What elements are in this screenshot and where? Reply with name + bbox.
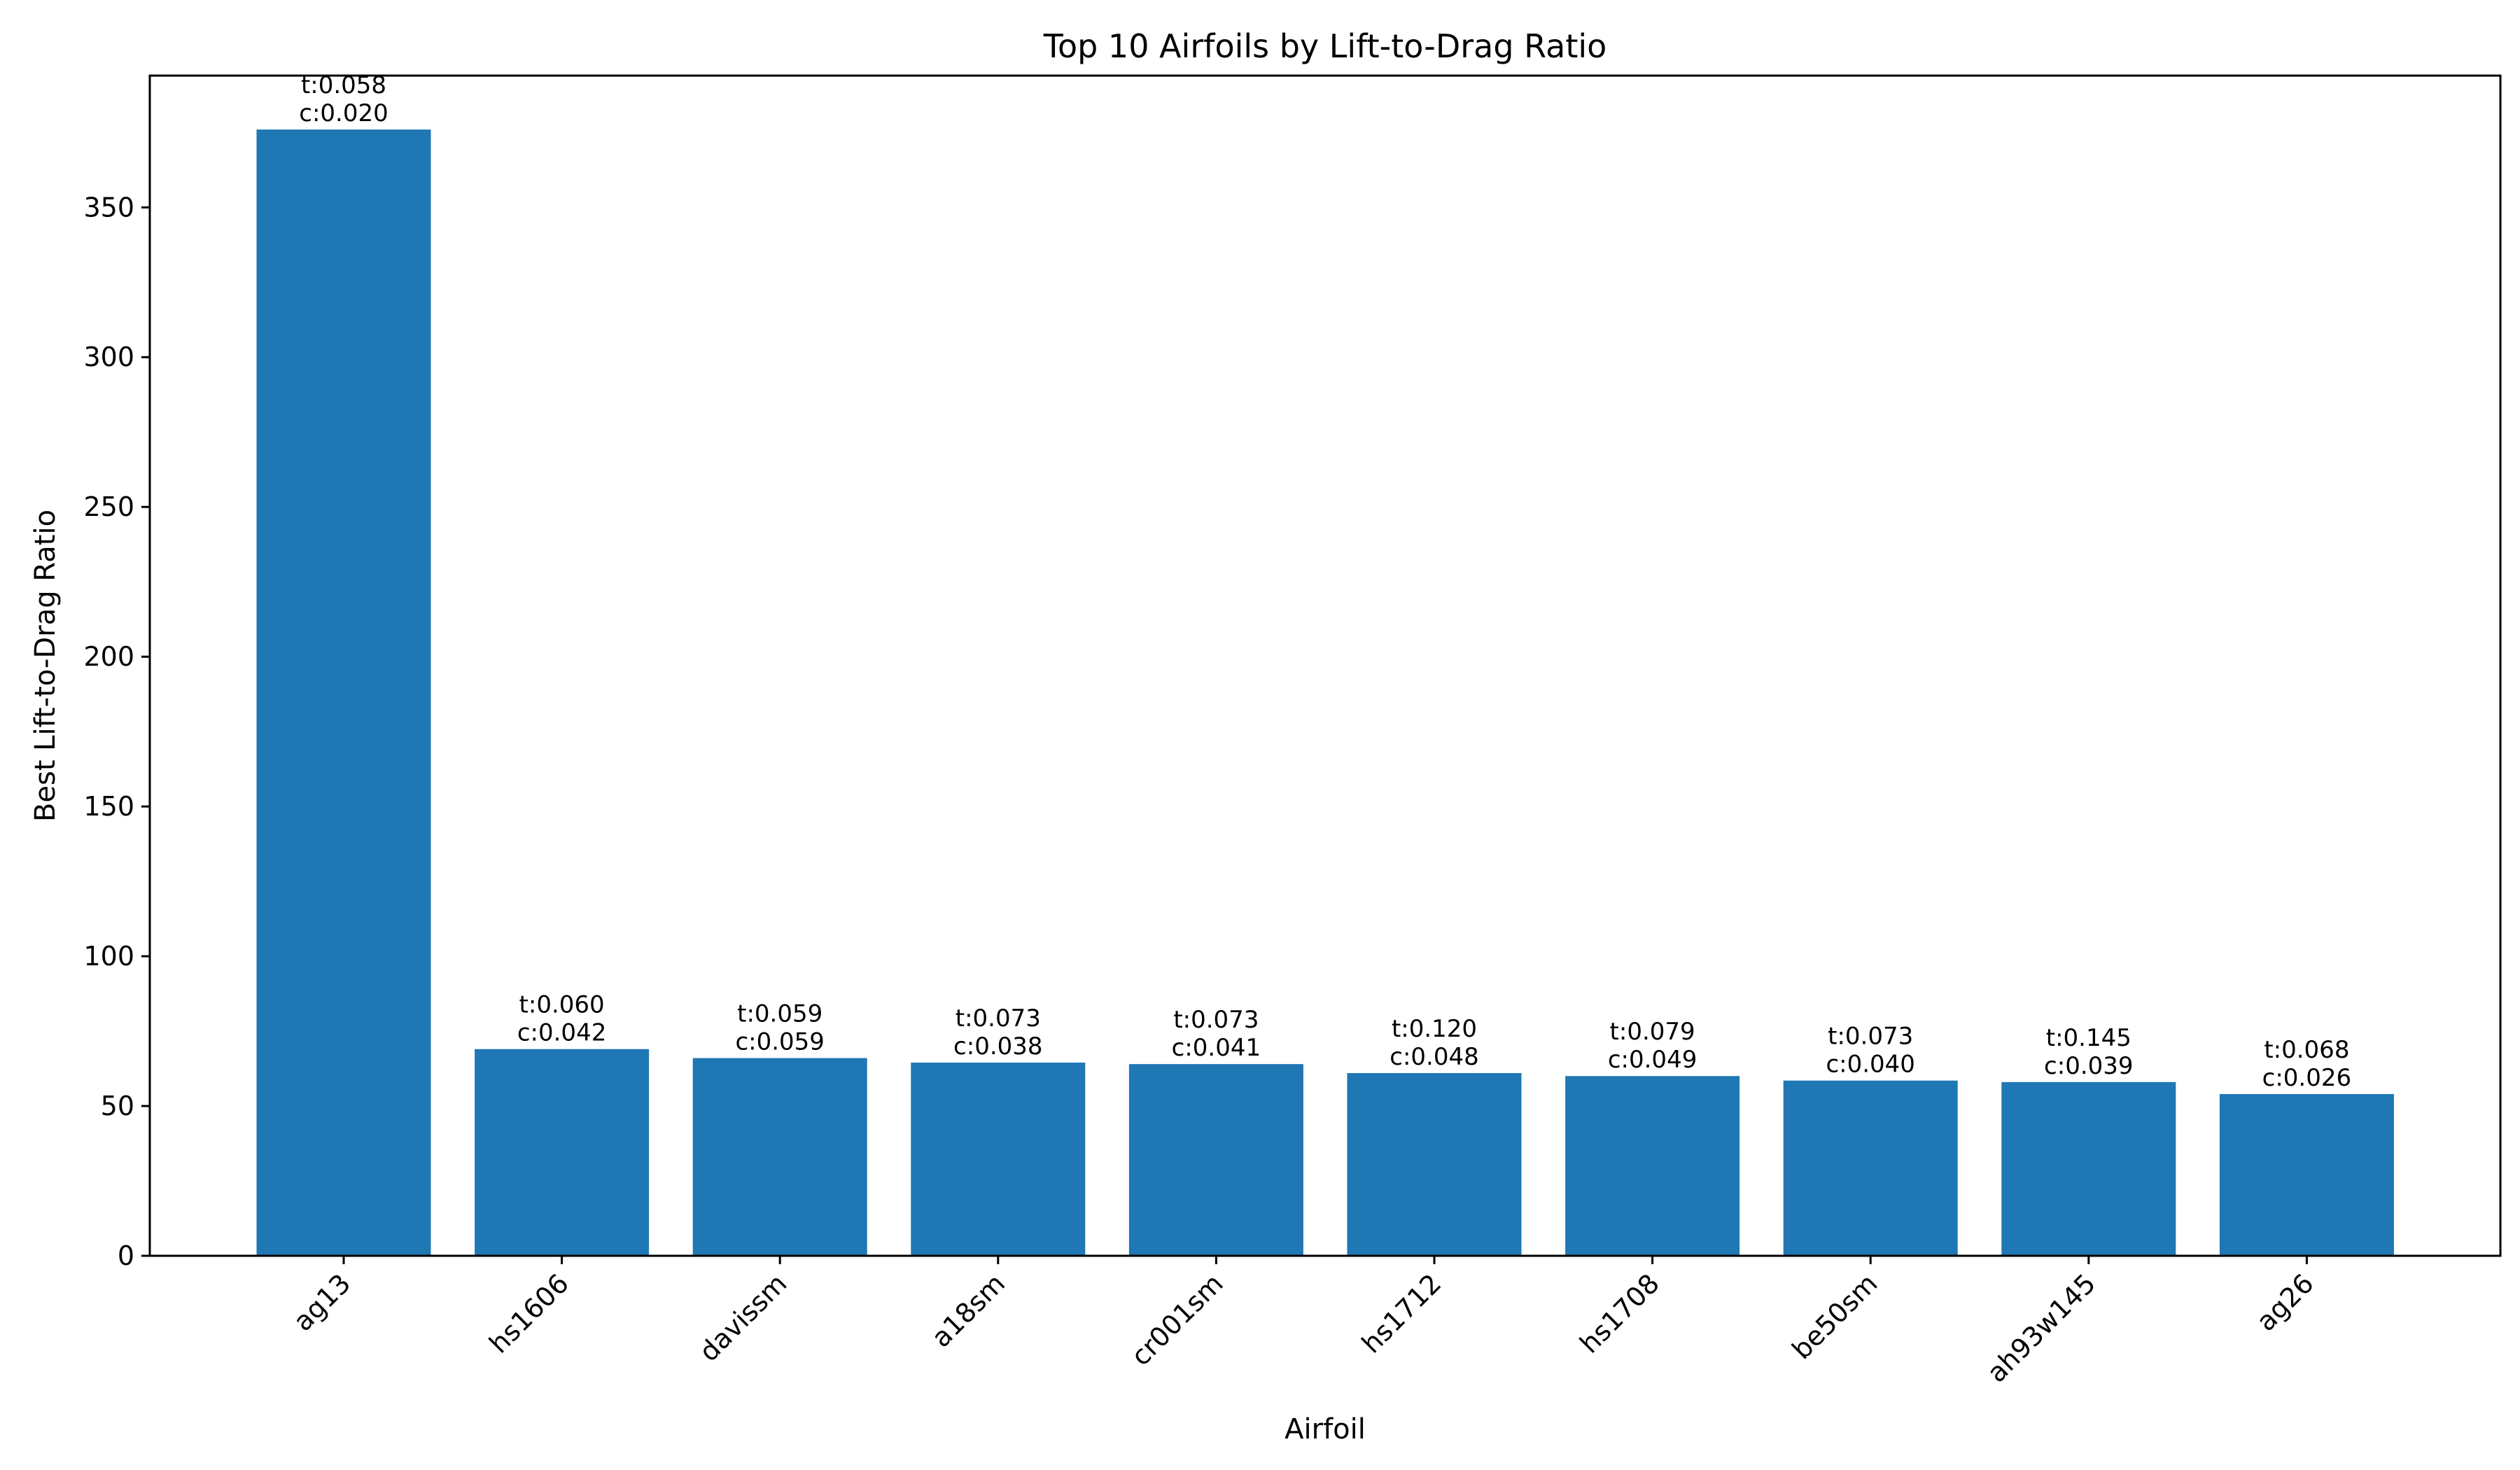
bar-label-c: c:0.049: [1608, 1046, 1697, 1074]
y-tick-label: 100: [83, 941, 134, 972]
plot-area: 050100150200250300350ag13t:0.058c:0.020h…: [83, 71, 2394, 1388]
bar: [1565, 1076, 1740, 1256]
y-tick-label: 0: [118, 1240, 134, 1271]
bar-label-c: c:0.041: [1172, 1034, 1261, 1062]
x-tick-label: ah93w145: [1981, 1268, 2101, 1388]
bar: [692, 1058, 867, 1256]
bar-label-c: c:0.048: [1390, 1043, 1478, 1071]
bar: [2001, 1082, 2176, 1256]
y-tick-label: 250: [83, 491, 134, 522]
x-tick-label: hs1708: [1574, 1268, 1665, 1359]
bar: [1347, 1072, 1522, 1256]
bar-label-t: t:0.073: [1828, 1023, 1913, 1051]
bar-label-t: t:0.120: [1392, 1015, 1477, 1043]
plot-frame: [148, 74, 2502, 1257]
x-tick-label: cr001sm: [1125, 1268, 1228, 1371]
x-tick-label: hs1712: [1356, 1268, 1448, 1359]
y-tick-label: 200: [83, 641, 134, 672]
bar: [911, 1062, 1086, 1256]
bar-label-c: c:0.042: [517, 1019, 606, 1047]
bar-label-t: t:0.068: [2264, 1036, 2349, 1064]
x-tick-label: be50sm: [1786, 1268, 1883, 1365]
bar-label-c: c:0.026: [2262, 1064, 2351, 1092]
bar: [1783, 1080, 1958, 1256]
bar-label-t: t:0.073: [955, 1004, 1041, 1032]
x-tick-label: ag13: [288, 1268, 357, 1337]
bar-label-c: c:0.040: [1826, 1051, 1914, 1079]
bar: [2219, 1093, 2394, 1256]
x-tick-label: davissm: [693, 1268, 792, 1367]
y-tick-label: 300: [83, 342, 134, 372]
bar: [256, 130, 431, 1256]
x-tick-label: a18sm: [925, 1268, 1011, 1353]
x-axis-label: Airfoil: [1284, 1413, 1366, 1446]
bar-label-t: t:0.079: [1610, 1018, 1695, 1046]
bar-label-t: t:0.073: [1173, 1006, 1259, 1034]
x-tick-label: hs1606: [483, 1268, 575, 1359]
bar-label-c: c:0.039: [2044, 1052, 2133, 1080]
bar: [475, 1049, 650, 1256]
bar-label-c: c:0.059: [735, 1028, 824, 1056]
chart-title: Top 10 Airfoils by Lift-to-Drag Ratio: [1043, 27, 1607, 65]
bar-label-t: t:0.059: [737, 1000, 822, 1028]
y-tick-label: 350: [83, 192, 134, 223]
x-tick-label: ag26: [2250, 1268, 2320, 1337]
bar-label-t: t:0.060: [519, 991, 605, 1019]
bar: [1128, 1064, 1303, 1256]
y-axis-label: Best Lift-to-Drag Ratio: [29, 510, 62, 822]
y-tick-label: 150: [83, 791, 134, 822]
bar-label-c: c:0.038: [953, 1032, 1042, 1060]
bar-label-c: c:0.020: [299, 99, 388, 127]
bar-label-t: t:0.145: [2046, 1024, 2132, 1052]
y-tick-label: 50: [101, 1091, 134, 1121]
